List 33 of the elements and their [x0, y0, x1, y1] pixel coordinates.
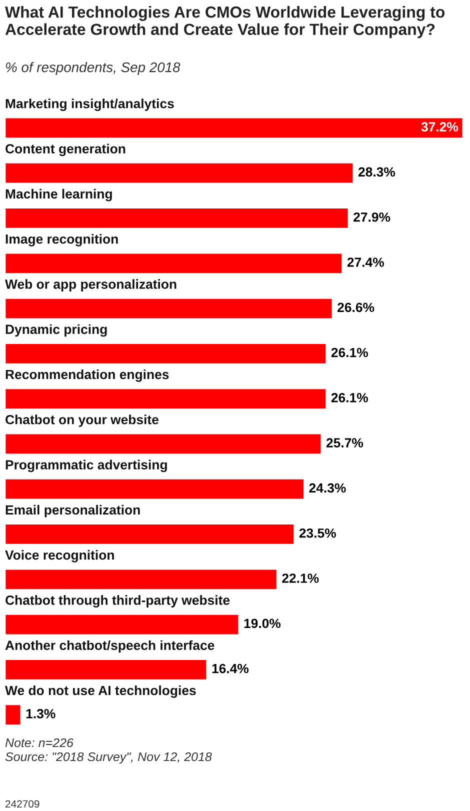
chart-subtitle: % of respondents, Sep 2018 — [6, 62, 180, 75]
chart-title: What AI Technologies Are CMOs Worldwide Leveraging to Accelerate Growth and Create Value for Their Company? — [5, 6, 445, 38]
data-label: 28.3% — [358, 167, 396, 177]
y-tick-label: Voice recognition — [5, 550, 114, 562]
y-tick-label: Chatbot on your website — [6, 414, 158, 427]
data-label: 37.2% — [421, 122, 458, 132]
y-tick-label: Chatbot through third-party website — [6, 595, 230, 608]
y-tick-label: Machine learning — [6, 188, 112, 202]
y-tick-label: Content generation — [6, 144, 126, 156]
data-label: 1.3% — [26, 709, 56, 718]
text: Note: n=226 — [5, 738, 74, 748]
data-label: 25.7% — [326, 438, 364, 448]
data-label: 26.6% — [338, 302, 374, 312]
y-tick-label: Web or app personalization — [5, 279, 176, 292]
data-label: 24.3% — [309, 483, 346, 493]
data-label: 26.1% — [331, 348, 368, 358]
y-tick-label: Image recognition — [6, 234, 118, 246]
data-label: 27.4% — [347, 258, 384, 267]
y-tick-label: Email personalization — [6, 504, 140, 518]
y-tick-label: Dynamic pricing — [6, 324, 107, 337]
data-label: 26.1% — [331, 393, 368, 402]
data-label: 19.0% — [244, 618, 281, 628]
source-note: Source: "2018 Survey", Nov 12, 2018 — [5, 752, 212, 764]
y-tick-label: Recommendation engines — [6, 369, 169, 382]
text: 242709 — [6, 800, 40, 808]
y-tick-label: Another chatbot/speech interface — [5, 640, 214, 653]
y-tick-label: We do not use AI technologies — [5, 685, 196, 698]
y-tick-label: Marketing insight/analytics — [6, 98, 174, 111]
y-tick-label: Programmatic advertising — [6, 460, 167, 472]
data-label: 22.1% — [282, 574, 319, 583]
data-label: 27.9% — [354, 212, 390, 222]
data-label: 23.5% — [299, 528, 336, 538]
data-label: 16.4% — [212, 664, 249, 674]
